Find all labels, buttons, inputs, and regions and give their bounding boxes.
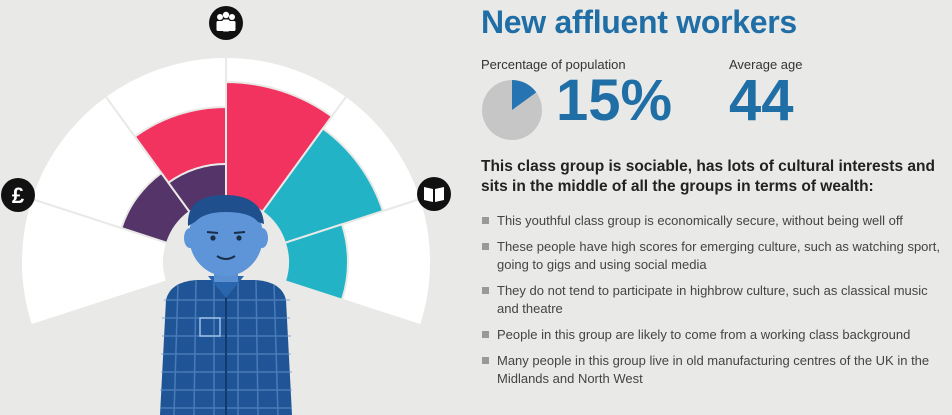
percentage-value: 15%: [556, 68, 673, 133]
page-title: New affluent workers: [481, 4, 797, 40]
bullet-item: Many people in this group live in old ma…: [481, 352, 946, 388]
person-illustration: [160, 194, 292, 415]
people-icon: [209, 6, 243, 40]
bullet-item: They do not tend to participate in highb…: [481, 282, 946, 318]
bullet-marker: [482, 217, 489, 224]
bullet-marker: [482, 357, 489, 364]
bullet-text: People in this group are likely to come …: [497, 327, 911, 342]
pie-slice: [512, 80, 537, 110]
percentage-label: Percentage of population: [481, 57, 626, 72]
bullet-marker: [482, 243, 489, 250]
svg-text:£: £: [12, 183, 25, 208]
population-pie: [482, 80, 542, 140]
bullet-list: This youthful class group is economicall…: [481, 212, 946, 396]
pound-icon: £: [1, 178, 35, 212]
bullet-item: These people have high scores for emergi…: [481, 238, 946, 274]
bullet-marker: [482, 331, 489, 338]
bullet-marker: [482, 287, 489, 294]
group-description: This class group is sociable, has lots o…: [481, 158, 935, 195]
bullet-text: They do not tend to participate in highb…: [497, 283, 928, 316]
bullet-text: Many people in this group live in old ma…: [497, 353, 930, 386]
bullet-item: This youthful class group is economicall…: [481, 212, 946, 230]
age-value: 44: [729, 68, 794, 133]
capital-wedge-diagram: £: [1, 6, 451, 415]
bullet-text: These people have high scores for emergi…: [497, 239, 940, 272]
age-label: Average age: [729, 57, 803, 72]
bullet-text: This youthful class group is economicall…: [497, 213, 903, 228]
book-icon: [417, 177, 451, 211]
bullet-item: People in this group are likely to come …: [481, 326, 946, 344]
